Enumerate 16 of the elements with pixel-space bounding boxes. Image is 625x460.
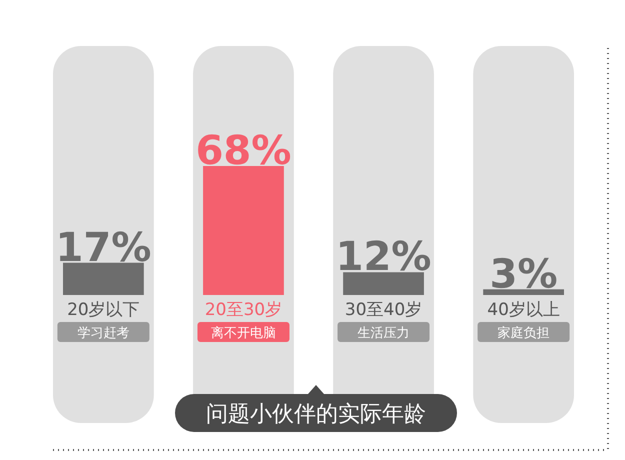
data-label: 12% — [336, 234, 432, 280]
data-label: 3% — [490, 251, 558, 298]
data-label: 17% — [56, 224, 152, 271]
text: 家庭负担 — [498, 325, 550, 341]
bar — [343, 272, 424, 295]
bar — [483, 289, 564, 295]
x-tick-label: 20岁以下 — [67, 300, 140, 320]
text: 离不开电脑 — [210, 325, 276, 341]
data-label: 68% — [196, 128, 292, 174]
text: 生活压力 — [358, 326, 410, 341]
text: 问题小伙伴的实际年龄 — [206, 402, 426, 427]
x-tick-label: 40岁以上 — [487, 300, 560, 320]
text: 学习赶考 — [77, 326, 130, 341]
x-tick-label: 30至40岁 — [344, 300, 422, 320]
x-tick-label: 20至30岁 — [204, 300, 282, 320]
bar — [63, 262, 144, 295]
